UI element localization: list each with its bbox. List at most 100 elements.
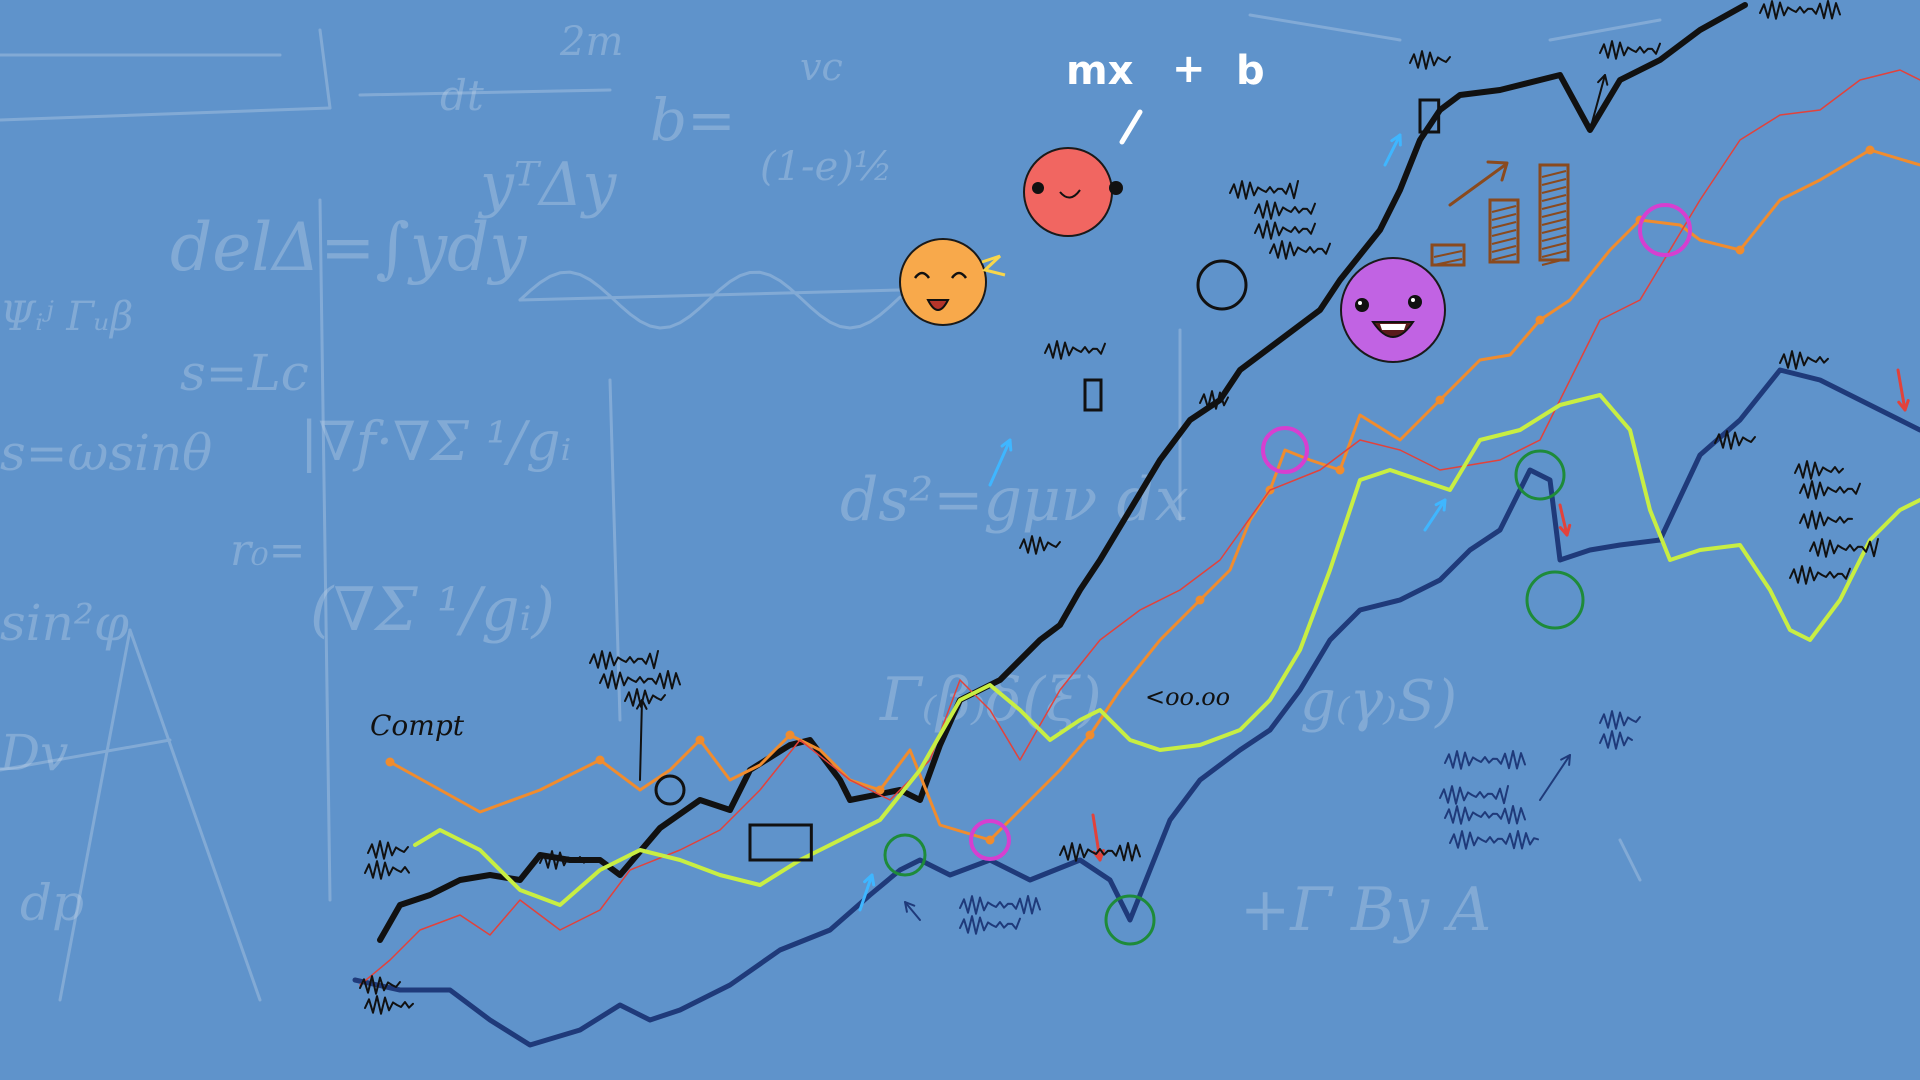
red-arrow-2 xyxy=(1558,503,1569,537)
chalk-stroke-8 xyxy=(518,288,902,302)
red-arrow-1 xyxy=(1091,813,1102,862)
orange-dot xyxy=(1435,395,1445,405)
black-arrow-top xyxy=(1589,74,1606,131)
magenta-circle-2 xyxy=(969,819,1011,861)
chalk-sum-2: (∇Σ ¹/gᵢ) xyxy=(310,575,555,645)
brown-bar-hatch-2 xyxy=(1541,226,1567,234)
orange-dot xyxy=(785,730,795,740)
emoji-faces xyxy=(899,147,1446,363)
green-circle-2 xyxy=(1525,570,1585,630)
scribble-24 xyxy=(1809,538,1879,558)
orange-dot xyxy=(1195,595,1205,605)
note-eight-hundred: <oo.oo xyxy=(1145,683,1230,711)
brown-trend-arrowhead xyxy=(1486,160,1509,182)
red-smiley-left-eye xyxy=(1032,182,1044,194)
red-arrow-3-head xyxy=(1897,399,1910,412)
orange-dot xyxy=(875,785,885,795)
chalk-del-delta: delΔ=∫ydy xyxy=(170,209,527,286)
scribble-16 xyxy=(1409,50,1451,70)
formula-mx: mx xyxy=(1066,48,1134,94)
formula-b: b xyxy=(1236,48,1265,94)
chalk-stroke-1 xyxy=(318,28,332,110)
chalk-stroke-10 xyxy=(1618,838,1642,882)
scribble-9 xyxy=(1059,842,1141,862)
orange-dot xyxy=(985,835,995,845)
scribble-31 xyxy=(1599,730,1633,750)
black-box-2 xyxy=(1418,98,1441,134)
brown-bar-hatch-2 xyxy=(1541,178,1567,186)
scribble-14 xyxy=(1254,220,1316,240)
orange-smiley-left-eye xyxy=(913,271,931,279)
brown-bar-hatch-2 xyxy=(1541,186,1567,194)
red-smiley-mouth xyxy=(1059,189,1081,199)
scribble-12 xyxy=(1229,180,1299,200)
lime-green-line xyxy=(413,393,1920,907)
purple-smiley-right-glint xyxy=(1411,298,1415,302)
green-circle-3 xyxy=(1514,449,1566,501)
brown-bar-hatch-2 xyxy=(1541,242,1567,250)
scribble-33 xyxy=(959,915,1021,935)
chalk-stroke-12 xyxy=(1248,13,1402,42)
scribble-25 xyxy=(1789,565,1851,585)
chalk-ds2: ds²=gμν dx xyxy=(840,465,1189,535)
orange-dot xyxy=(385,757,395,767)
purple-smiley-right-eye xyxy=(1408,295,1422,309)
chalk-grid-fn: Ψᵢʲ Γᵤβ xyxy=(0,294,133,340)
magenta-circle-0 xyxy=(1261,426,1309,474)
brown-bar-0 xyxy=(1430,243,1466,267)
scribble-29 xyxy=(1449,830,1539,850)
scribble-10 xyxy=(1019,535,1061,555)
chalk-gamma: Γ₍β₎δ(ξ) xyxy=(879,665,1102,735)
orange-smiley-head xyxy=(899,238,987,326)
orange-dot xyxy=(1085,730,1095,740)
chalk-stroke-6 xyxy=(318,198,332,902)
brown-bar-hatch-1 xyxy=(1491,229,1517,237)
cyan-arrow-3 xyxy=(1423,498,1447,532)
red-arrow-2-head xyxy=(1558,523,1572,537)
cyan-arrow-4-head xyxy=(1390,133,1402,147)
scribble-18 xyxy=(1759,0,1841,20)
cyan-arrow-4 xyxy=(1383,133,1402,167)
purple-smiley-face xyxy=(1340,257,1446,363)
chalk-vc: vc xyxy=(800,45,843,89)
orange-smiley-sparkle xyxy=(981,254,1006,277)
formula-plus: + xyxy=(1172,46,1206,92)
scribble-22 xyxy=(1799,480,1861,500)
chalk-fraction: (1-e)½ xyxy=(760,144,893,190)
brown-bar-hatch-2 xyxy=(1541,170,1567,178)
black-circle-0 xyxy=(654,774,686,806)
chalk-sin2: sin²φ xyxy=(0,594,129,652)
scribble-6 xyxy=(624,688,666,708)
brown-bar-hatch-1 xyxy=(1491,237,1517,245)
chalk-strokes xyxy=(0,13,1662,1002)
scribble-30 xyxy=(1599,710,1641,730)
scribble-7 xyxy=(539,850,585,870)
orange-smiley-mouth xyxy=(926,299,950,311)
chalk-dt: dt xyxy=(440,71,484,120)
chalk-dv: Dv xyxy=(0,724,68,782)
brown-bar-hatch-2 xyxy=(1541,218,1567,226)
formula-slash xyxy=(1119,109,1143,145)
chalk-sine-wave xyxy=(518,270,902,330)
chalk-delta-y: yᵀΔy xyxy=(477,150,617,220)
scribble-0 xyxy=(367,840,409,860)
cyan-arrow-2 xyxy=(988,438,1012,487)
chalk-b-equals: b= xyxy=(650,86,736,154)
purple-smiley-left-eye xyxy=(1355,298,1369,312)
purple-smiley-teeth xyxy=(1380,324,1406,330)
orange-dot xyxy=(595,755,605,765)
chalk-2m: 2m xyxy=(559,19,623,65)
chalk-dp: dp xyxy=(20,874,84,932)
orange-dot xyxy=(1735,245,1745,255)
brown-bar-hatch-0 xyxy=(1433,258,1463,266)
black-arrow-top-head xyxy=(1597,74,1609,86)
red-smiley-right-eye xyxy=(1109,181,1123,195)
scribble-13 xyxy=(1254,200,1316,220)
chalk-equations: delΔ=∫ydy yᵀΔy b= (1-e)½ dt 2m vc s=Lc s… xyxy=(0,19,1491,945)
brown-bar-hatch-1 xyxy=(1491,253,1517,261)
chalk-stroke-0 xyxy=(0,106,332,122)
brown-bar-hatch-0 xyxy=(1433,250,1463,258)
red-thin-line xyxy=(359,69,1920,986)
